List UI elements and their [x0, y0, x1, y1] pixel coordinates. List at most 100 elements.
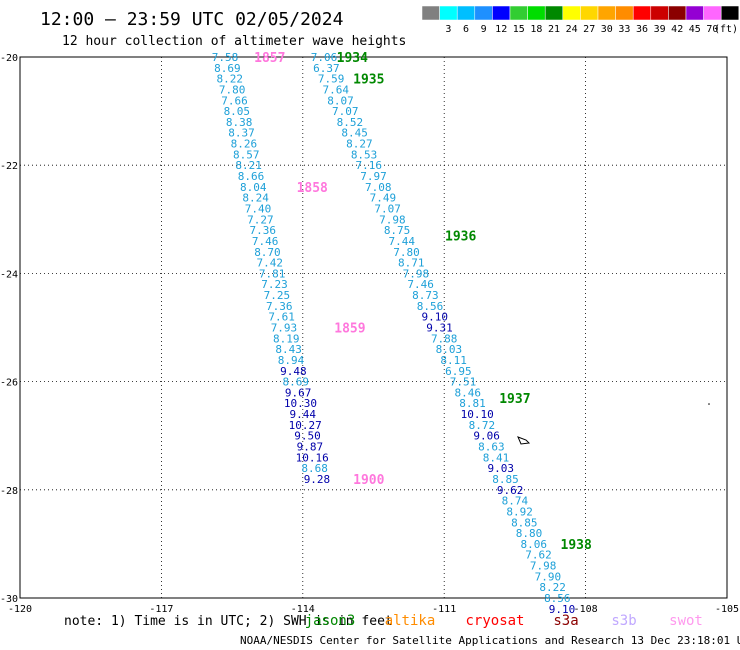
legend-swatch: [632, 5, 652, 21]
time-label: 1935: [353, 73, 384, 88]
time-label: 1938: [561, 538, 592, 553]
grid-lines: [20, 57, 727, 598]
wave-height-label: 7.07: [374, 202, 401, 215]
wave-height-label: 8.69: [214, 62, 241, 75]
x-tick-label: -108: [574, 604, 598, 615]
wave-height-label: 8.73: [412, 289, 439, 302]
wave-height-label: 8.66: [238, 170, 265, 183]
wave-height-label: 7.36: [266, 300, 293, 313]
wave-height-label: 8.22: [539, 581, 566, 594]
wave-height-label: 8.94: [278, 354, 305, 367]
wave-height-label: 8.27: [346, 138, 373, 151]
wave-height-label: 7.98: [530, 560, 557, 573]
legend-swatch: [544, 5, 564, 21]
wave-height-label: 8.85: [492, 473, 519, 486]
wave-height-label: 9.28: [304, 473, 331, 486]
wave-height-label: 8.37: [228, 127, 255, 140]
wave-height-label: 7.06: [311, 51, 338, 64]
time-label: 1857: [254, 51, 285, 66]
legend-label: 6: [463, 24, 469, 35]
wave-height-label: 7.98: [403, 267, 430, 280]
wave-height-label: 8.19: [273, 332, 300, 345]
wave-height-label: 8.24: [242, 192, 269, 205]
wave-height-label: 8.69: [282, 376, 309, 389]
wave-height-label: 8.26: [231, 138, 258, 151]
legend-swatch: [562, 5, 581, 21]
wave-height-label: 8.11: [440, 354, 467, 367]
wave-height-label: 8.56: [544, 592, 571, 605]
x-tick-label: -117: [149, 604, 173, 615]
legend-label: 24: [566, 24, 578, 35]
time-label: 1859: [334, 322, 365, 337]
y-tick-label: -20: [0, 53, 18, 64]
legend-label: 15: [513, 24, 525, 35]
satellite-legend: jason3 altika cryosat s3a s3b swot: [305, 613, 703, 629]
legend-label: 39: [654, 24, 666, 35]
legend-label: 36: [636, 24, 648, 35]
footer-credit: NOAA/NESDIS Center for Satellite Applica…: [240, 634, 740, 647]
wave-height-label: 7.46: [252, 235, 279, 248]
wave-height-label: 8.53: [351, 148, 378, 161]
satellite-name: jason3: [305, 613, 356, 629]
wave-height-label: 9.44: [290, 408, 317, 421]
y-tick-label: -30: [0, 594, 18, 605]
wave-height-label: 10.27: [289, 419, 322, 432]
y-tick-label: -22: [0, 161, 18, 172]
wave-height-label: 10.10: [461, 408, 494, 421]
wave-height-label: 7.51: [450, 376, 477, 389]
wave-height-label: 7.80: [393, 246, 420, 259]
x-tick-label: -105: [715, 604, 739, 615]
wave-height-label: 6.37: [313, 62, 340, 75]
wave-height-label: 8.92: [506, 505, 533, 518]
legend-label: 9: [481, 24, 487, 35]
wave-height-label: 7.62: [525, 549, 552, 562]
legend-label: 3: [445, 24, 451, 35]
time-label: 1858: [297, 181, 328, 196]
legend-swatch: [615, 5, 634, 21]
wave-height-label: 8.56: [417, 300, 444, 313]
wave-height-label: 7.07: [332, 105, 359, 118]
wave-height-label: 8.05: [224, 105, 251, 118]
legend-swatch: [650, 5, 669, 21]
wave-height-label: 8.57: [233, 148, 260, 161]
wave-height-label: 9.87: [297, 441, 324, 454]
satellite-name: swot: [669, 613, 703, 629]
data-points: 7.588.698.227.807.668.058.388.378.268.57…: [212, 51, 576, 616]
wave-height-label: 7.81: [259, 267, 286, 280]
time-label: 1900: [353, 473, 384, 488]
legend-swatch: [580, 5, 599, 21]
legend-label: 42: [671, 24, 683, 35]
wave-height-label: 7.46: [407, 278, 434, 291]
wave-height-label: 9.50: [294, 430, 321, 443]
wave-height-label: 7.23: [261, 278, 288, 291]
wave-height-label: 8.41: [483, 451, 510, 464]
legend-unit: (ft): [714, 24, 738, 35]
wave-height-label: 8.85: [511, 516, 538, 529]
wave-height-label: 7.98: [379, 213, 406, 226]
time-labels: 1857 1858 1859 1900 1934 1935 1936 1937 1938: [254, 51, 592, 553]
legend-swatch: [597, 5, 616, 21]
satellite-name: cryosat: [465, 613, 524, 629]
time-label: 1936: [445, 230, 476, 245]
wave-height-label: 9.03: [488, 462, 515, 475]
wave-height-label: 8.43: [275, 343, 302, 356]
legend-swatch: [703, 5, 722, 21]
wave-height-label: 7.97: [360, 170, 387, 183]
wave-height-label: 10.16: [296, 451, 329, 464]
wave-height-label: 7.27: [247, 213, 274, 226]
legend-swatch: [439, 5, 458, 21]
x-tick-label: -120: [8, 604, 32, 615]
legend-label: 18: [530, 24, 542, 35]
x-tick-label: -111: [432, 604, 456, 615]
legend-swatch: [527, 5, 546, 21]
wave-height-label: 9.10: [549, 603, 576, 616]
legend-label: 30: [601, 24, 613, 35]
wave-height-label: 7.08: [365, 181, 392, 194]
wave-height-label: 8.68: [301, 462, 328, 475]
wave-height-label: 7.93: [271, 322, 298, 335]
wave-height-label: 8.74: [502, 495, 529, 508]
legend-swatch: [421, 5, 440, 21]
island-dot-icon: [708, 403, 710, 405]
wave-height-label: 6.95: [445, 365, 472, 378]
